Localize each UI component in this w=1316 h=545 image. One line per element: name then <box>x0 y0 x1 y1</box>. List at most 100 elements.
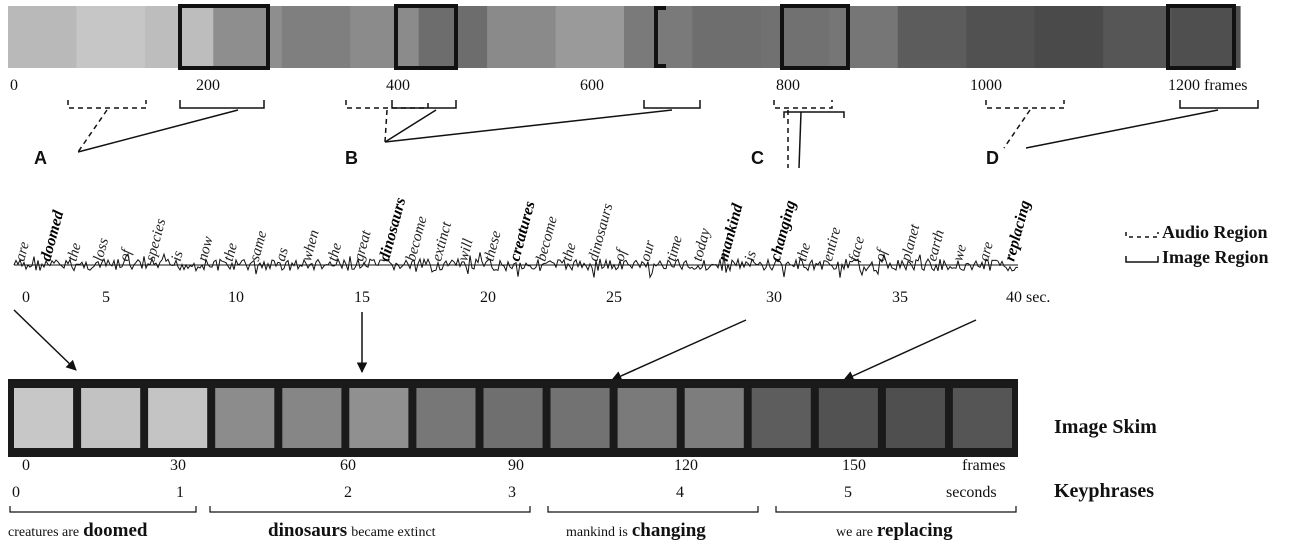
keyframe-connectors <box>77 109 1219 169</box>
audio-region-legend-label: Audio Region <box>1162 222 1268 242</box>
keyphrase-plain: became extinct <box>351 525 435 540</box>
image-skim-thumbnail <box>349 388 409 448</box>
transcript-word: are <box>976 240 997 263</box>
video-frame-thumbnail <box>8 6 77 68</box>
keyphrase-key: replacing <box>877 520 953 541</box>
time-tick-label: 40 sec. <box>1006 289 1050 306</box>
keyphrase-second-tick-label: 3 <box>508 484 516 501</box>
keyphrase-bracket <box>775 506 1017 513</box>
time-tick-label: 10 <box>228 289 244 306</box>
keyphrase-second-tick-label: 4 <box>676 484 684 501</box>
transcript-word: face <box>846 234 868 263</box>
transcript-word: become <box>403 214 430 263</box>
video-frame-thumbnail <box>1034 6 1104 68</box>
frame-tick-label: 600 <box>580 77 604 94</box>
keyphrase-plain: mankind is <box>566 525 628 540</box>
selected-frame-box <box>394 4 458 70</box>
keyphrase-second-tick-label: 5 <box>844 484 852 501</box>
image-skim-thumbnail <box>818 388 878 448</box>
image-region-legend-symbol <box>1125 256 1159 263</box>
time-tick-label: 15 <box>354 289 370 306</box>
region-brackets <box>67 100 1259 118</box>
image-region-bracket <box>1179 100 1259 109</box>
transcript-word: now <box>195 235 217 263</box>
transcript-word: is <box>169 249 187 263</box>
video-frame-thumbnail <box>213 6 283 68</box>
video-frame-thumbnail <box>76 6 146 68</box>
transcript-word: extinct <box>429 219 455 263</box>
audio-waveform <box>13 252 1018 279</box>
image-skim-thumbnail <box>483 388 543 448</box>
skim-frame-tick-label: frames <box>962 457 1006 474</box>
keyphrase-second-tick-label: 2 <box>344 484 352 501</box>
transcript-word: great <box>351 228 375 263</box>
video-frame-thumbnail <box>281 6 351 68</box>
time-tick-label: 35 <box>892 289 908 306</box>
skim-frame-tick-label: 0 <box>22 457 30 474</box>
transcript-word: is <box>742 249 760 263</box>
image-skim-thumbnail <box>81 388 141 448</box>
video-frame-thumbnail <box>555 6 625 68</box>
transcript-word: same <box>247 229 271 263</box>
skim-frame-tick-label: 90 <box>508 457 524 474</box>
keyframe-label-b: B <box>345 148 358 168</box>
transcript-word: of <box>612 246 631 263</box>
transcript-word: loss <box>91 236 113 263</box>
skim-frame-tick-label: 60 <box>340 457 356 474</box>
skim-frame-tick-label: 120 <box>674 457 698 474</box>
keyphrase-key: dinosaurs <box>268 520 347 541</box>
selected-frame-bracket <box>654 6 666 68</box>
transcript-word: of <box>872 246 891 263</box>
keyframe-label-c: C <box>751 148 764 168</box>
keyframe-label-a: A <box>34 148 47 168</box>
skim-frame-tick-label: 150 <box>842 457 866 474</box>
time-axis: 0 5 10 15 20 25 30 35 40 sec. <box>22 289 1050 306</box>
frame-tick-label: 800 <box>776 77 800 94</box>
time-tick-label: 0 <box>22 289 30 306</box>
transcript-word: earth <box>924 228 948 263</box>
image-skim-strip <box>8 379 1018 457</box>
transcript-word: today <box>690 226 714 263</box>
transcript-word: our <box>638 239 659 263</box>
video-frame-thumbnail <box>418 6 488 68</box>
keyphrase-second-tick-label: 0 <box>12 484 20 501</box>
transcript-word: these <box>481 229 505 263</box>
image-skim-thumbnail <box>550 388 610 448</box>
image-region-bracket <box>643 100 701 109</box>
video-frame-thumbnail <box>897 6 967 68</box>
selected-frame-box <box>780 4 850 70</box>
selected-frame-box <box>178 4 270 70</box>
image-skim-thumbnail <box>952 388 1012 448</box>
keyphrase-replacing: we are replacing <box>836 520 953 541</box>
image-skim-thumbnail <box>14 388 74 448</box>
transcript-word: entire <box>820 225 844 263</box>
transcript-word: planet <box>898 222 924 264</box>
transcript-word: doomed <box>38 208 68 263</box>
keyphrase-second-tick-label: 1 <box>176 484 184 501</box>
time-tick-label: 5 <box>102 289 110 306</box>
image-skim-thumbnail <box>416 388 476 448</box>
keyphrases-title: Keyphrases <box>1054 480 1154 502</box>
frame-tick-label: 0 <box>10 77 18 94</box>
selected-frame-box <box>1166 4 1236 70</box>
video-frame-filmstrip <box>8 6 1241 68</box>
video-frame-thumbnail <box>829 6 899 68</box>
transcript-word: the <box>794 241 814 263</box>
image-skim-thumbnail <box>148 388 208 448</box>
image-skim-thumbnail <box>282 388 342 448</box>
transcript-word: replacing <box>1001 199 1034 263</box>
keyphrase-plain: creatures are <box>8 525 79 540</box>
transcript-word: dinosaurs <box>586 202 617 263</box>
keyphrase-brackets <box>9 506 1017 513</box>
time-tick-label: 25 <box>606 289 622 306</box>
video-frame-thumbnail <box>966 6 1036 68</box>
video-frame-thumbnail <box>692 6 762 68</box>
keyphrase-bracket <box>209 506 531 513</box>
image-skim-thumbnail <box>751 388 811 448</box>
time-tick-label: 20 <box>480 289 496 306</box>
image-skim-thumbnail <box>885 388 945 448</box>
waveform-trace <box>13 252 1018 279</box>
transcript-word: become <box>534 214 561 263</box>
transcript-word: when <box>299 228 323 263</box>
audio-region-bracket <box>67 100 147 109</box>
